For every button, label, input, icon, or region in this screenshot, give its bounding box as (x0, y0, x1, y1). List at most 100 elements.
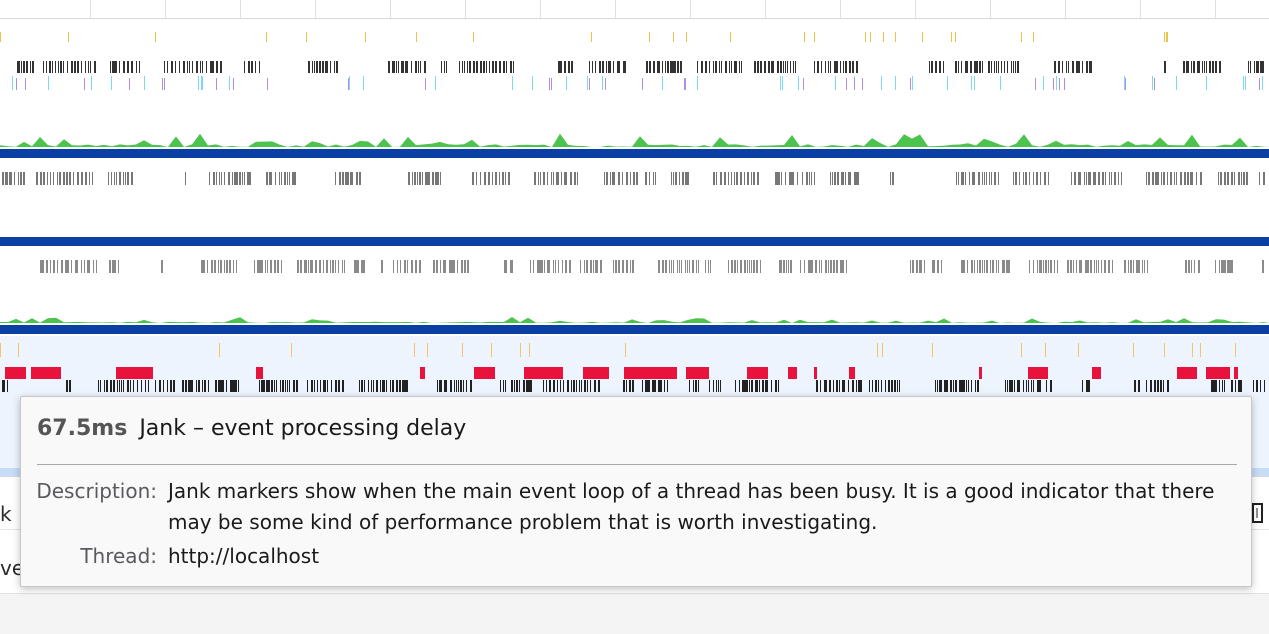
sample-mark (669, 260, 670, 273)
sample-mark (1015, 172, 1017, 185)
sample-mark (114, 260, 116, 273)
sample-mark (1146, 380, 1147, 392)
range-handle-icon[interactable] (1251, 503, 1267, 523)
sample-mark (1191, 260, 1192, 273)
sample-mark (965, 172, 966, 185)
sample-mark (789, 172, 791, 185)
sample-mark (969, 172, 970, 185)
sample-mark (289, 380, 290, 392)
sample-mark (405, 61, 407, 73)
sample-mark (654, 380, 656, 392)
sample-mark (809, 172, 810, 185)
sample-mark (565, 260, 567, 273)
sample-mark (308, 61, 310, 73)
sample-mark (503, 380, 504, 392)
cpu-graph (0, 133, 1269, 147)
sample-mark (1114, 172, 1116, 185)
sample-mark (1215, 61, 1217, 73)
sample-mark (1176, 76, 1177, 90)
sample-mark (698, 380, 699, 392)
sample-mark (495, 61, 497, 73)
sample-mark (229, 260, 231, 273)
sample-mark (2, 172, 4, 185)
sample-mark (148, 380, 149, 392)
sample-mark (1152, 76, 1153, 90)
sample-mark (1054, 61, 1056, 73)
sample-mark (1093, 172, 1095, 185)
sample-mark (965, 61, 967, 73)
sample-mark (830, 172, 831, 185)
sample-mark (89, 260, 90, 273)
sample-mark (600, 260, 602, 273)
sample-mark (800, 260, 801, 273)
sample-mark (1019, 172, 1020, 185)
sample-mark (1192, 172, 1193, 185)
sample-mark (359, 172, 361, 185)
sample-mark (696, 260, 697, 273)
sample-mark (425, 172, 427, 185)
sample-mark (785, 61, 786, 73)
sample-mark (94, 61, 96, 73)
sample-mark (569, 260, 571, 273)
sample-mark (1186, 61, 1188, 73)
sample-mark (131, 172, 133, 185)
sample-mark (254, 260, 255, 273)
sample-mark (234, 380, 236, 392)
sample-mark (735, 380, 736, 392)
sample-mark (312, 61, 313, 73)
sample-mark (164, 61, 165, 73)
sample-mark (139, 61, 140, 73)
sample-mark (958, 61, 959, 73)
sample-mark (1098, 172, 1100, 185)
sample-mark (66, 380, 68, 392)
sample-mark (356, 172, 358, 185)
sample-mark (123, 61, 125, 73)
sample-mark (856, 172, 858, 185)
sample-mark (1076, 260, 1077, 273)
sample-mark (992, 260, 994, 273)
sample-mark (649, 61, 651, 73)
sample-mark (26, 61, 28, 73)
sample-mark (590, 260, 592, 273)
sample-mark (212, 61, 214, 73)
sample-mark (782, 76, 783, 90)
panel-footer (0, 593, 1269, 634)
sample-mark (701, 61, 703, 73)
sample-mark (977, 260, 978, 273)
sample-mark (342, 172, 344, 185)
jank-marker (1206, 367, 1230, 379)
jank-marker (788, 367, 797, 379)
sample-mark (602, 61, 604, 73)
sample-mark (1223, 260, 1225, 273)
sample-mark (399, 380, 401, 392)
tooltip-marker-name: Jank – event processing delay (139, 416, 467, 441)
sample-mark (196, 380, 197, 392)
sample-mark (274, 380, 275, 392)
sample-mark (411, 61, 412, 73)
sample-mark (173, 380, 175, 392)
ruler-tick (690, 0, 691, 18)
sample-mark (1224, 380, 1225, 392)
sample-mark (1050, 260, 1052, 273)
sample-mark (484, 172, 486, 185)
sample-mark (1057, 260, 1058, 273)
sample-mark (986, 260, 988, 273)
sample-mark (720, 172, 722, 185)
sample-mark (20, 172, 22, 185)
sample-mark (573, 380, 575, 392)
track-separator (0, 237, 1269, 246)
sample-mark (345, 172, 347, 185)
marker-tick (877, 343, 878, 357)
sample-mark (1250, 61, 1251, 73)
sample-mark (356, 260, 358, 273)
sample-mark (1023, 172, 1024, 185)
sample-mark (682, 172, 684, 185)
marker-tick (416, 32, 417, 42)
marker-tick (625, 343, 626, 357)
sample-mark (622, 172, 623, 185)
sample-mark (742, 380, 744, 392)
sample-mark (830, 260, 832, 273)
sample-mark (513, 61, 514, 73)
sample-mark (504, 260, 506, 273)
sample-mark (271, 380, 273, 392)
